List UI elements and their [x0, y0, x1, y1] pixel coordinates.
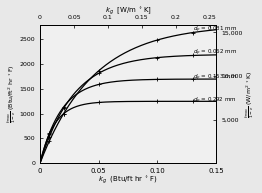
Text: $d_p$ = 0.153 mm: $d_p$ = 0.153 mm	[193, 73, 237, 83]
Text: $d_p$ = 0.062 mm: $d_p$ = 0.062 mm	[193, 48, 237, 58]
Text: $d_p$ = 0.292 mm: $d_p$ = 0.292 mm	[193, 96, 236, 106]
Text: $d_p$ = 0.031 mm: $d_p$ = 0.031 mm	[193, 24, 237, 35]
Y-axis label: $\frac{h_{max}}{1-\epsilon}$ (W/m$^2$ $^\circ$K): $\frac{h_{max}}{1-\epsilon}$ (W/m$^2$ $^…	[244, 70, 256, 118]
Y-axis label: $\frac{h_{max}}{1-\epsilon}$ (Btu/ft$^2$ hr $^\circ$F): $\frac{h_{max}}{1-\epsilon}$ (Btu/ft$^2$…	[6, 64, 18, 123]
X-axis label: $k_g$  (Btu/ft hr $^\circ$F): $k_g$ (Btu/ft hr $^\circ$F)	[99, 175, 158, 187]
X-axis label: $k_g$  [W/m $^\circ$K]: $k_g$ [W/m $^\circ$K]	[105, 6, 151, 18]
